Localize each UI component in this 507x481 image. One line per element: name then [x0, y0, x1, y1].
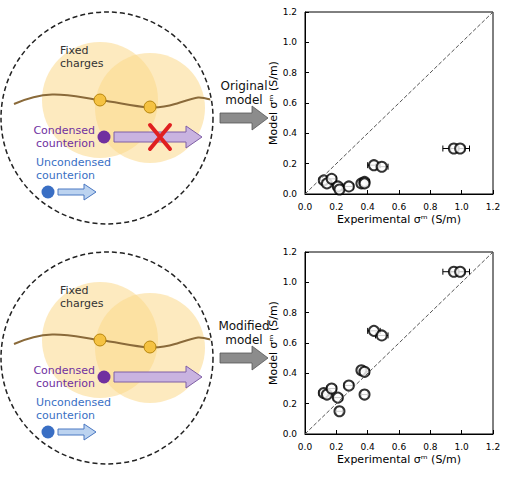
svg-text:model: model — [225, 93, 262, 107]
svg-text:0.4: 0.4 — [361, 442, 376, 452]
svg-text:model: model — [225, 333, 262, 347]
svg-text:1.0: 1.0 — [283, 37, 298, 47]
svg-text:Model σᵐ (S/m): Model σᵐ (S/m) — [267, 61, 280, 145]
svg-text:counterion: counterion — [36, 169, 95, 182]
svg-text:1.2: 1.2 — [486, 202, 500, 212]
svg-text:Fixed: Fixed — [60, 284, 89, 297]
svg-text:Model σᵐ (S/m): Model σᵐ (S/m) — [267, 301, 280, 385]
svg-text:0.8: 0.8 — [423, 202, 438, 212]
svg-text:Condensed: Condensed — [33, 364, 95, 377]
svg-text:0.4: 0.4 — [283, 368, 298, 378]
svg-text:1.0: 1.0 — [455, 442, 470, 452]
svg-text:counterion: counterion — [36, 137, 95, 150]
svg-text:1.0: 1.0 — [455, 202, 470, 212]
svg-text:Condensed: Condensed — [33, 124, 95, 137]
svg-text:1.0: 1.0 — [283, 277, 298, 287]
svg-text:Modified: Modified — [218, 319, 269, 333]
svg-text:0.4: 0.4 — [283, 128, 298, 138]
svg-text:Fixed: Fixed — [60, 44, 89, 57]
svg-text:0.2: 0.2 — [329, 202, 343, 212]
svg-text:1.2: 1.2 — [486, 442, 500, 452]
svg-text:1.2: 1.2 — [283, 247, 297, 257]
svg-text:Experimental σᵐ (S/m): Experimental σᵐ (S/m) — [337, 453, 461, 466]
svg-text:0.8: 0.8 — [283, 68, 298, 78]
svg-text:0.6: 0.6 — [392, 442, 407, 452]
svg-text:0.8: 0.8 — [283, 308, 298, 318]
svg-text:0.2: 0.2 — [329, 442, 343, 452]
svg-text:0.8: 0.8 — [423, 442, 438, 452]
svg-text:charges: charges — [60, 57, 104, 70]
svg-text:0.6: 0.6 — [283, 98, 298, 108]
svg-text:0.0: 0.0 — [298, 202, 313, 212]
svg-text:0.0: 0.0 — [283, 429, 298, 439]
svg-text:1.2: 1.2 — [283, 7, 297, 17]
svg-text:charges: charges — [60, 297, 104, 310]
svg-text:0.2: 0.2 — [283, 399, 297, 409]
svg-text:0.0: 0.0 — [298, 442, 313, 452]
svg-text:counterion: counterion — [36, 409, 95, 422]
svg-text:0.4: 0.4 — [361, 202, 376, 212]
svg-text:0.6: 0.6 — [283, 338, 298, 348]
svg-text:counterion: counterion — [36, 377, 95, 390]
svg-text:Experimental σᵐ (S/m): Experimental σᵐ (S/m) — [337, 213, 461, 226]
svg-text:0.2: 0.2 — [283, 159, 297, 169]
svg-text:Uncondensed: Uncondensed — [36, 156, 111, 169]
svg-text:Uncondensed: Uncondensed — [36, 396, 111, 409]
svg-text:Original: Original — [221, 79, 268, 93]
svg-text:0.6: 0.6 — [392, 202, 407, 212]
svg-text:0.0: 0.0 — [283, 189, 298, 199]
